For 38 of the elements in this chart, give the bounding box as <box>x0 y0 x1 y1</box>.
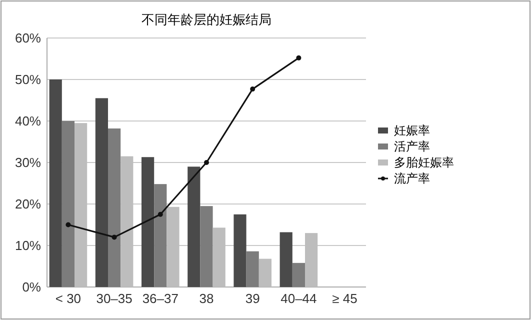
x-tick-label: 36–37 <box>142 291 178 306</box>
point <box>250 86 256 92</box>
bar <box>108 128 121 287</box>
y-tick-label: 60% <box>14 30 42 46</box>
bar <box>258 258 272 287</box>
legend-label: 流产率 <box>394 172 430 186</box>
y-tick-label: 40% <box>14 114 42 129</box>
bar <box>188 166 200 287</box>
x-tick-label: 38 <box>199 291 214 306</box>
bar <box>62 121 75 287</box>
y-tick-label: 50% <box>14 72 42 88</box>
bar <box>49 80 62 287</box>
bar <box>280 232 292 287</box>
legend-label: 多胎妊娠率 <box>394 156 454 170</box>
legend-label: 活产率 <box>394 140 430 154</box>
x-tick-label: < 30 <box>55 291 82 306</box>
point <box>296 55 302 60</box>
bar <box>200 206 213 287</box>
legend-label: 妊娠率 <box>394 124 430 138</box>
bar <box>234 214 246 287</box>
point <box>158 212 163 217</box>
bar <box>292 262 305 287</box>
y-tick-label: 30% <box>14 155 42 170</box>
point <box>66 222 71 228</box>
y-tick-label: 0% <box>22 280 42 295</box>
bar <box>246 251 259 287</box>
x-tick-label: 30–35 <box>96 291 132 306</box>
point <box>204 160 209 165</box>
bar <box>142 157 154 287</box>
bar <box>154 184 167 287</box>
bar <box>95 98 108 287</box>
y-tick-label: 20% <box>14 196 42 212</box>
y-tick-label: 10% <box>14 238 42 254</box>
x-tick-label: 40–44 <box>280 291 317 306</box>
chart-title: 不同年龄层的妊娠结局 <box>142 12 272 27</box>
x-tick-label: 39 <box>245 291 260 306</box>
x-tick-label: ≥ 45 <box>332 291 358 306</box>
point <box>112 234 117 240</box>
